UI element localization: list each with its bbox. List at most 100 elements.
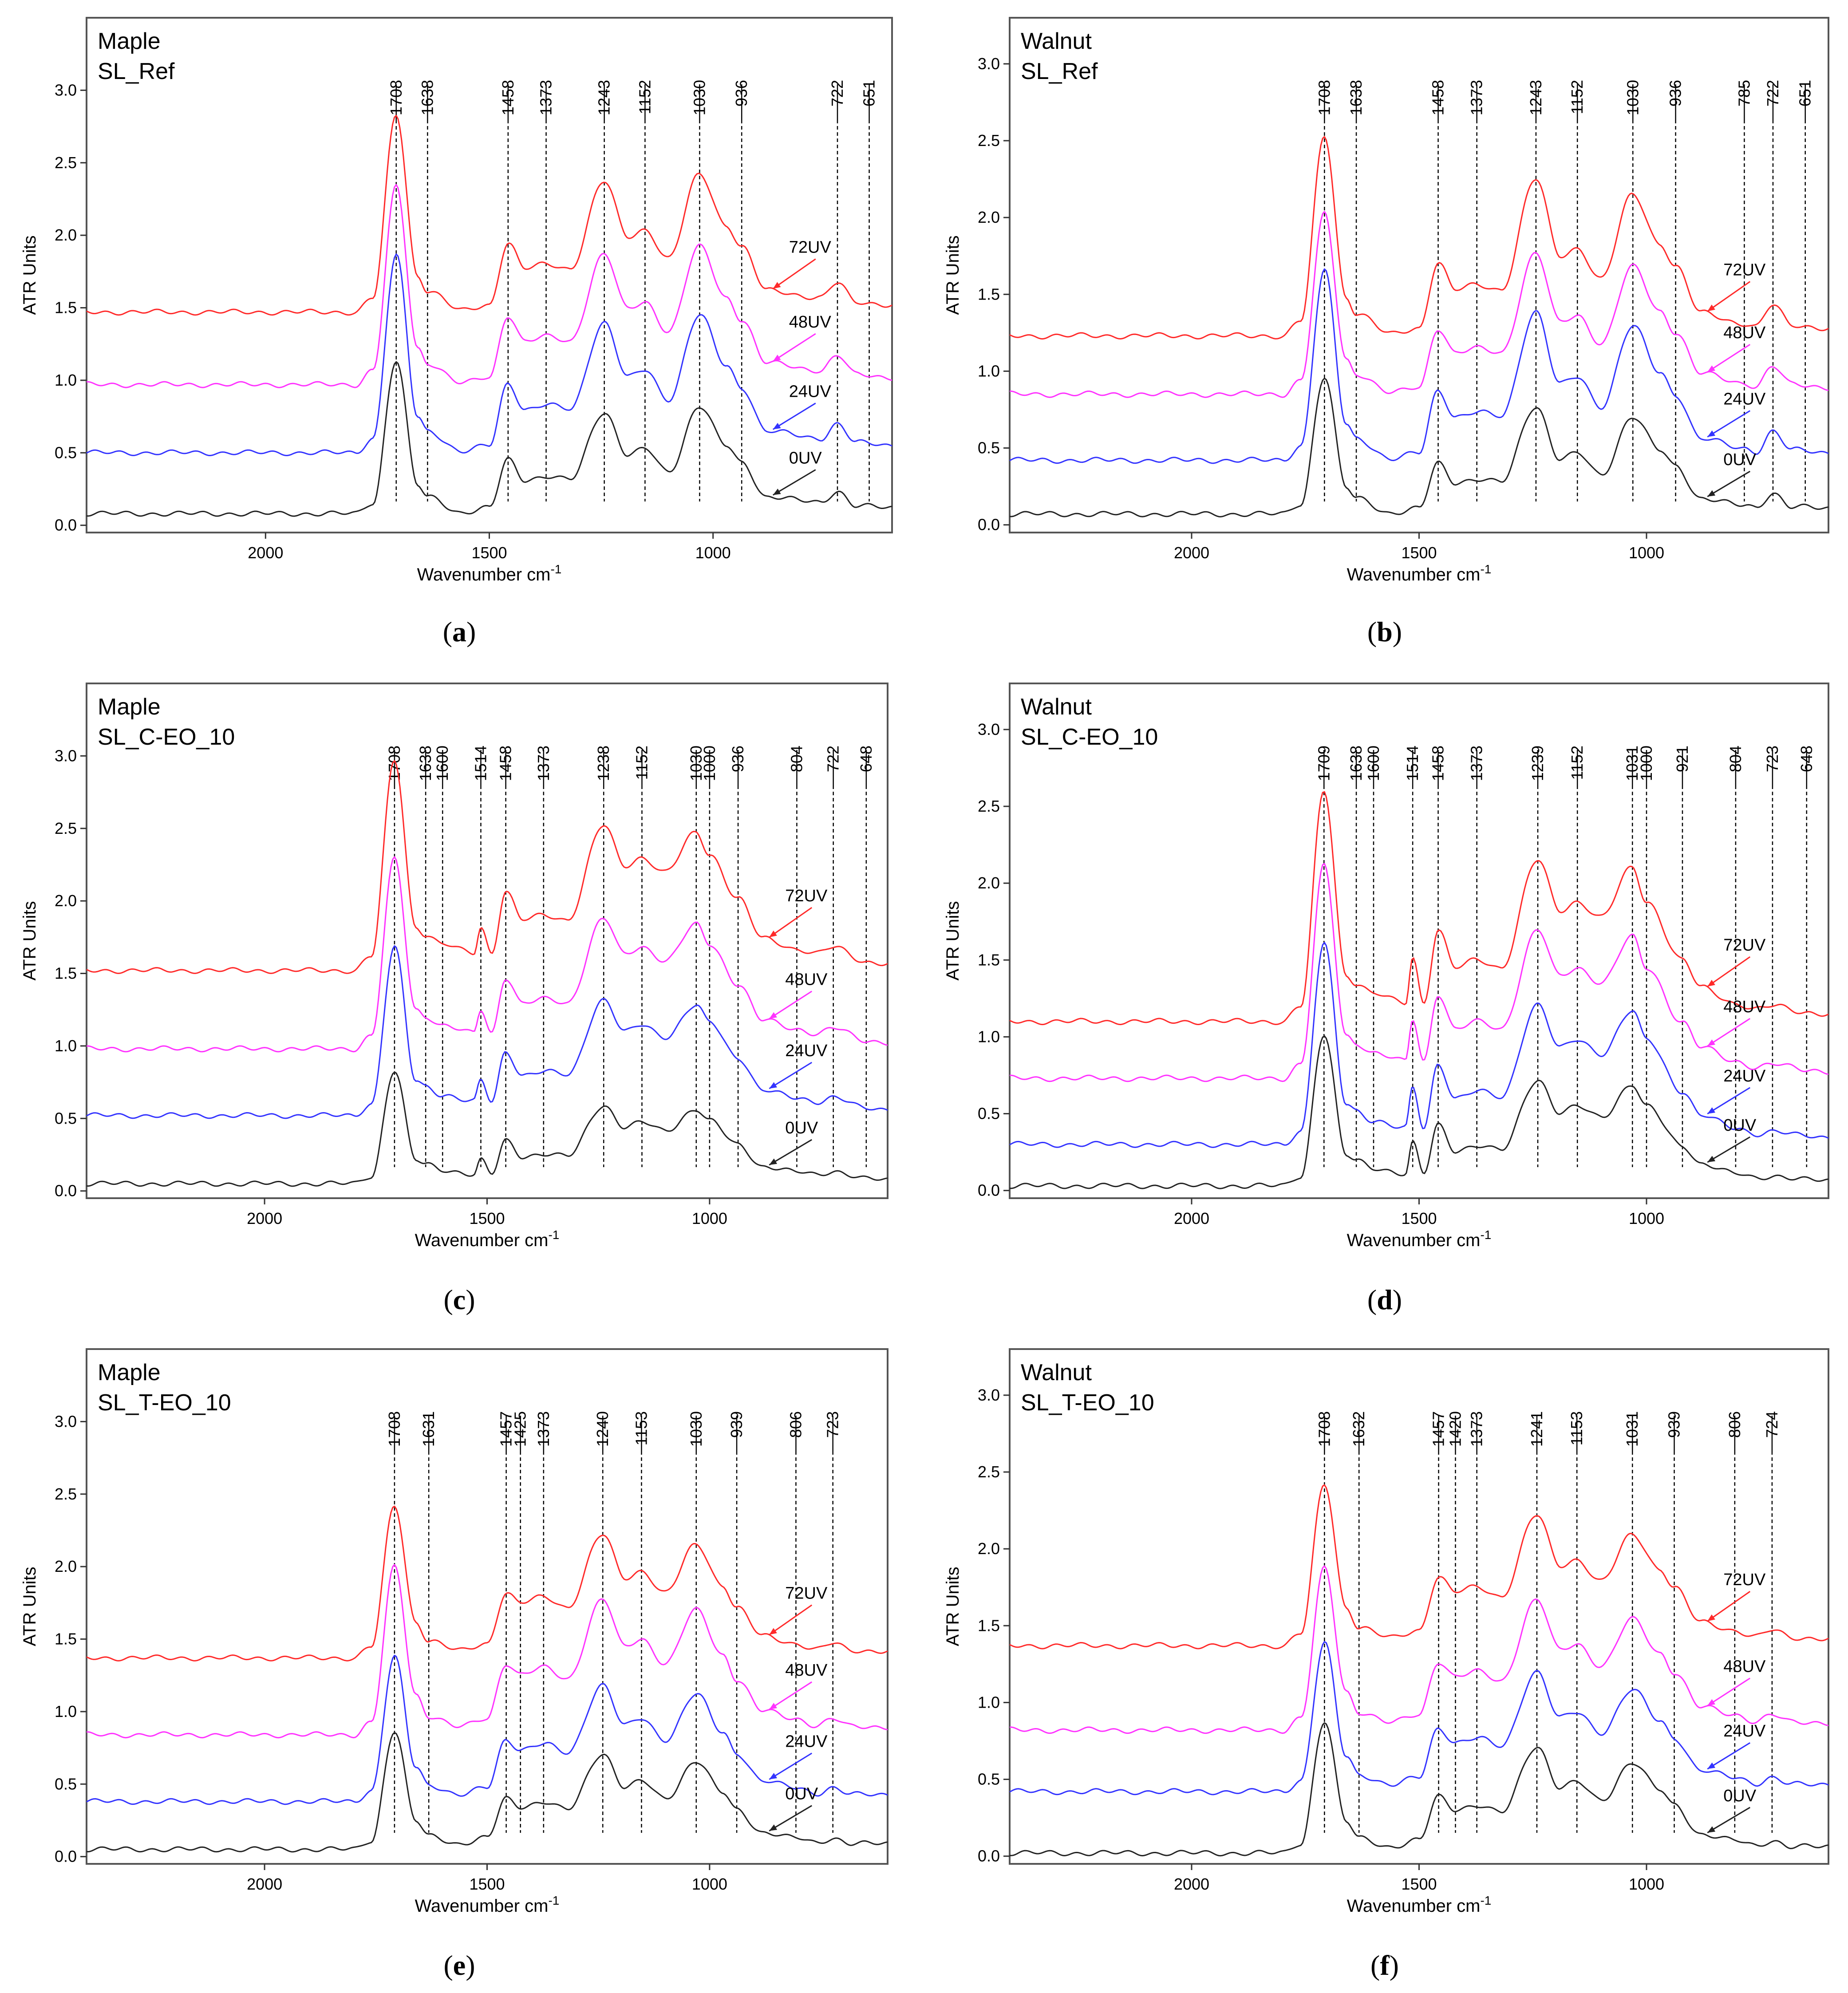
peak-label-1238: 1238 bbox=[594, 746, 612, 781]
y-tick-label: 2.0 bbox=[55, 892, 77, 910]
y-tick-label: 1.0 bbox=[978, 1693, 1000, 1711]
y-tick-label: 1.5 bbox=[978, 285, 1000, 303]
x-tick-label: 1500 bbox=[469, 1209, 505, 1227]
peak-label-936: 936 bbox=[1666, 80, 1685, 107]
y-tick-label: 3.0 bbox=[978, 1386, 1000, 1404]
plot-frame bbox=[1009, 17, 1829, 533]
x-axis-label: Wavenumber cm-1 bbox=[417, 562, 562, 584]
spectrum-72UV bbox=[1009, 136, 1829, 340]
panel-f: Walnut SL_T-EO_10 0.0 0.5 1.0 1.5 2.0 2.5 3.0 200… bbox=[943, 1348, 1829, 1981]
peak-label-1000: 1000 bbox=[700, 746, 719, 781]
y-tick-label: 0.0 bbox=[978, 516, 1000, 534]
peak-label-1708: 1708 bbox=[1315, 80, 1333, 115]
spectrum-0UV bbox=[1009, 1722, 1829, 1857]
series-arrow-48UV bbox=[1707, 1677, 1751, 1706]
panel-title-wood: Maple bbox=[98, 28, 161, 54]
series-arrow-48UV bbox=[1707, 1018, 1751, 1047]
spectrum-0UV bbox=[1009, 1035, 1829, 1189]
panel-e: Maple SL_T-EO_10 0.0 0.5 1.0 1.5 2.0 2.5 3.0 2000… bbox=[20, 1348, 888, 1981]
series-arrow-72UV bbox=[1707, 1590, 1751, 1622]
series-arrow-48UV bbox=[769, 1681, 813, 1710]
peak-label-723: 723 bbox=[824, 1411, 842, 1438]
x-axis-label-exponent: -1 bbox=[1480, 1894, 1491, 1907]
peak-label-1243: 1243 bbox=[595, 80, 613, 115]
series-arrowhead-24UV bbox=[1707, 1107, 1716, 1114]
peak-label-1708: 1708 bbox=[385, 746, 403, 781]
series-arrowhead-24UV bbox=[769, 1772, 778, 1780]
series-arrow-0UV bbox=[1707, 1136, 1751, 1163]
y-tick-label: 1.5 bbox=[55, 299, 77, 317]
x-axis-label: Wavenumber cm-1 bbox=[1347, 1894, 1492, 1916]
peak-label-1030: 1030 bbox=[1623, 80, 1642, 115]
panel-caption: (b) bbox=[1367, 616, 1402, 647]
x-tick-label: 1000 bbox=[695, 544, 731, 562]
y-tick-label: 2.0 bbox=[55, 226, 77, 244]
y-tick-label: 1.5 bbox=[55, 1630, 77, 1648]
peak-label-1373: 1373 bbox=[1468, 1411, 1486, 1447]
y-tick-label: 1.0 bbox=[55, 371, 77, 389]
peak-label-806: 806 bbox=[786, 1411, 805, 1438]
peak-label-804: 804 bbox=[787, 746, 806, 772]
y-axis-label: ATR Units bbox=[943, 235, 963, 315]
series-arrowhead-0UV bbox=[1707, 1826, 1716, 1833]
series-arrow-24UV bbox=[1707, 410, 1751, 438]
peak-label-722: 722 bbox=[1764, 80, 1782, 107]
series-label-72UV: 72UV bbox=[785, 1584, 828, 1603]
x-tick-label: 1000 bbox=[692, 1875, 727, 1893]
series-label-48UV: 48UV bbox=[789, 313, 832, 332]
y-tick-label: 1.5 bbox=[55, 964, 77, 983]
x-tick-label: 1500 bbox=[1401, 1209, 1437, 1227]
x-tick-label: 1500 bbox=[469, 1875, 505, 1893]
y-tick-label: 0.5 bbox=[55, 1109, 77, 1127]
spectrum-48UV bbox=[1009, 211, 1829, 398]
series-arrow-24UV bbox=[769, 1752, 813, 1780]
y-tick-label: 2.5 bbox=[978, 131, 1000, 150]
x-tick-label: 1000 bbox=[1629, 1209, 1664, 1227]
peak-label-1708: 1708 bbox=[387, 80, 405, 115]
y-tick-label: 2.0 bbox=[978, 874, 1000, 892]
series-label-72UV: 72UV bbox=[1723, 936, 1766, 955]
spectrum-24UV bbox=[1009, 942, 1829, 1148]
series-arrow-48UV bbox=[772, 333, 816, 362]
peak-label-1000: 1000 bbox=[1637, 746, 1655, 781]
series-arrow-24UV bbox=[772, 403, 816, 430]
peak-label-1600: 1600 bbox=[1364, 746, 1382, 781]
panel-title-wood: Walnut bbox=[1021, 28, 1092, 54]
spectrum-24UV bbox=[1009, 1641, 1829, 1796]
series-label-72UV: 72UV bbox=[1723, 260, 1766, 279]
x-axis-label-exponent: -1 bbox=[1480, 1228, 1491, 1242]
y-tick-label: 3.0 bbox=[978, 55, 1000, 73]
series-arrowhead-24UV bbox=[1707, 430, 1716, 437]
spectrum-24UV bbox=[86, 253, 892, 456]
series-arrowhead-72UV bbox=[769, 1628, 777, 1635]
x-axis-label: Wavenumber cm-1 bbox=[415, 1228, 560, 1250]
panel-title-coating: SL_Ref bbox=[98, 59, 175, 84]
y-tick-label: 0.5 bbox=[55, 1775, 77, 1793]
spectrum-0UV bbox=[1009, 378, 1829, 517]
series-label-24UV: 24UV bbox=[1723, 1067, 1766, 1085]
series-arrowhead-0UV bbox=[769, 1158, 778, 1165]
spectrum-48UV bbox=[1009, 1565, 1829, 1734]
panel-caption: (a) bbox=[443, 616, 476, 647]
peak-label-936: 936 bbox=[729, 746, 747, 772]
spectrum-72UV bbox=[86, 1505, 888, 1661]
series-arrowhead-48UV bbox=[769, 1703, 777, 1710]
peak-label-1600: 1600 bbox=[433, 746, 451, 781]
x-axis-label: Wavenumber cm-1 bbox=[1347, 562, 1492, 584]
panel-title-coating: SL_C-EO_10 bbox=[98, 724, 235, 750]
peak-label-1030: 1030 bbox=[687, 1411, 705, 1447]
x-tick-label: 2000 bbox=[1174, 1875, 1209, 1893]
series-label-48UV: 48UV bbox=[785, 971, 828, 989]
series-arrow-72UV bbox=[1707, 956, 1751, 987]
spectrum-48UV bbox=[86, 184, 892, 388]
series-label-0UV: 0UV bbox=[1723, 450, 1757, 469]
peak-label-1373: 1373 bbox=[1468, 80, 1486, 115]
peak-label-1031: 1031 bbox=[1623, 1411, 1641, 1447]
x-tick-label: 1000 bbox=[692, 1209, 727, 1227]
peak-label-1373: 1373 bbox=[534, 1411, 553, 1447]
x-tick-label: 1500 bbox=[471, 544, 507, 562]
x-axis-label-exponent: -1 bbox=[1480, 562, 1491, 576]
y-tick-label: 3.0 bbox=[978, 720, 1000, 738]
peak-label-648: 648 bbox=[857, 746, 875, 772]
series-label-0UV: 0UV bbox=[785, 1785, 818, 1804]
